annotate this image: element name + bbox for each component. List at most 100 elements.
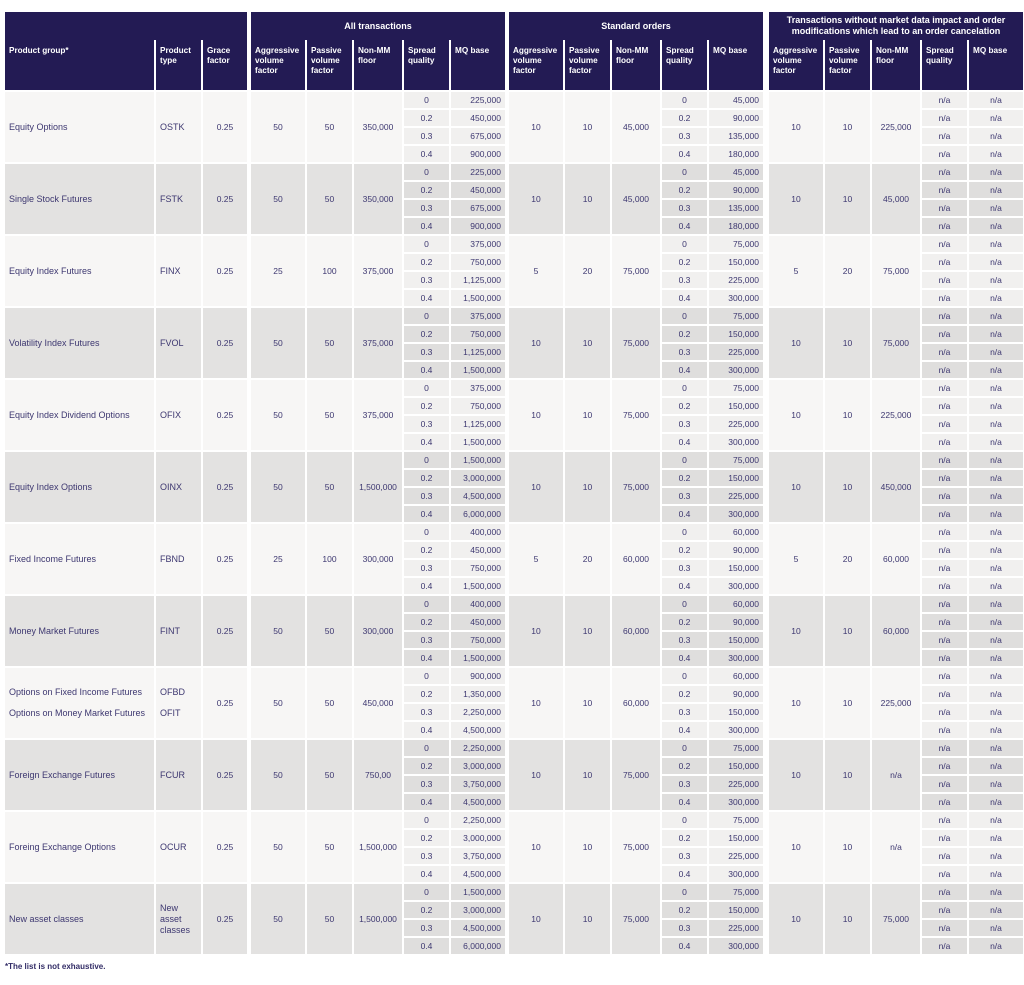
spread-quality-cell: 0 (404, 308, 449, 324)
mq-base-cell: 75,000 (709, 380, 763, 396)
grace-factor-cell: 0.25 (203, 308, 247, 378)
aggressive-volume-cell: 50 (251, 452, 307, 522)
product-group-label: Money Market Futures (9, 625, 100, 636)
mq-base-cell: 150,000 (709, 326, 763, 342)
header-block-all-transactions: All transactions Aggressive volume facto… (251, 12, 505, 90)
mq-base-cell: 150,000 (709, 704, 763, 720)
non-mm-floor-cell: 300,000 (354, 524, 404, 594)
section-standard-orders: 10 10 45,000 0 0.2 0.3 0.4 45,000 90,000 135,000 1… (509, 164, 763, 234)
spread-quality-cell: 0.2 (404, 614, 449, 630)
mq-base-column: 75,000 150,000 225,000 300,000 (709, 740, 763, 810)
passive-volume-cell: 20 (825, 524, 872, 594)
aggressive-volume-cell: 5 (769, 524, 825, 594)
spread-quality-column: n/a n/a n/a n/a (922, 740, 969, 810)
spread-quality-cell: 0.2 (662, 398, 707, 414)
passive-volume-cell: 10 (825, 740, 872, 810)
spread-quality-column: 0 0.2 0.3 0.4 (404, 380, 451, 450)
spread-quality-cell: n/a (922, 596, 967, 612)
spread-quality-column: 0 0.2 0.3 0.4 (404, 308, 451, 378)
spread-quality-column: n/a n/a n/a n/a (922, 308, 969, 378)
header-section-columns: Aggressive volume factor Passive volume … (251, 40, 505, 90)
mq-base-column: n/a n/a n/a n/a (969, 380, 1023, 450)
spread-quality-cell: 0 (404, 92, 449, 108)
aggressive-volume-cell: 5 (509, 524, 565, 594)
spread-quality-cell: n/a (922, 110, 967, 126)
spread-quality-cell: 0.4 (404, 866, 449, 882)
mq-base-column: n/a n/a n/a n/a (969, 452, 1023, 522)
mq-base-cell: n/a (969, 146, 1023, 162)
mq-base-cell: 180,000 (709, 146, 763, 162)
mq-base-cell: 225,000 (451, 92, 505, 108)
spread-quality-cell: n/a (922, 236, 967, 252)
mq-base-cell: 3,000,000 (451, 470, 505, 486)
mq-base-cell: 6,000,000 (451, 938, 505, 954)
product-group-cell: Equity Index Futures (5, 236, 156, 306)
aggressive-volume-cell: 10 (769, 164, 825, 234)
spread-quality-cell: n/a (922, 740, 967, 756)
mq-base-cell: n/a (969, 380, 1023, 396)
mq-base-cell: n/a (969, 704, 1023, 720)
mq-base-cell: 60,000 (709, 524, 763, 540)
mq-base-cell: n/a (969, 344, 1023, 360)
header-block-no-market-impact: Transactions without market data impact … (769, 12, 1023, 90)
product-type-cell: FINX (156, 236, 203, 306)
grace-factor-cell: 0.25 (203, 812, 247, 882)
mq-base-cell: 300,000 (709, 722, 763, 738)
aggressive-volume-cell: 10 (769, 380, 825, 450)
aggressive-volume-cell: 50 (251, 812, 307, 882)
grace-factor-cell: 0.25 (203, 92, 247, 162)
non-mm-floor-cell: 75,000 (612, 308, 662, 378)
passive-volume-cell: 10 (565, 596, 612, 666)
product-group-cell: Money Market Futures (5, 596, 156, 666)
grace-factor-cell: 0.25 (203, 452, 247, 522)
product-type-cell: OFIX (156, 380, 203, 450)
mq-base-cell: n/a (969, 596, 1023, 612)
aggressive-volume-cell: 10 (769, 812, 825, 882)
mq-base-cell: 900,000 (451, 146, 505, 162)
spread-quality-cell: 0.2 (404, 398, 449, 414)
spread-quality-column: 0 0.2 0.3 0.4 (662, 740, 709, 810)
mq-base-cell: 300,000 (709, 938, 763, 954)
table-row: Foreing Exchange Options OCUR 0.25 50 50 1,50… (5, 812, 1023, 882)
grace-factor-cell: 0.25 (203, 164, 247, 234)
section-no-market-impact: 10 10 225,000 n/a n/a n/a n/a n/a n/a n/a n/a (769, 92, 1023, 162)
spread-quality-cell: 0 (662, 524, 707, 540)
aggressive-volume-cell: 10 (769, 596, 825, 666)
table-row: Equity Options OSTK 0.25 50 50 350,000 0 0.2 0.3… (5, 92, 1023, 162)
non-mm-floor-cell: 45,000 (612, 164, 662, 234)
spread-quality-cell: n/a (922, 542, 967, 558)
mq-base-column: 45,000 90,000 135,000 180,000 (709, 164, 763, 234)
spread-quality-cell: n/a (922, 398, 967, 414)
passive-volume-cell: 50 (307, 884, 354, 954)
spread-quality-column: n/a n/a n/a n/a (922, 884, 969, 954)
spread-quality-column: 0 0.2 0.3 0.4 (662, 524, 709, 594)
spread-quality-cell: 0 (404, 812, 449, 828)
mq-base-cell: n/a (969, 884, 1023, 900)
spread-quality-column: n/a n/a n/a n/a (922, 452, 969, 522)
mq-base-cell: 900,000 (451, 668, 505, 684)
spread-quality-cell: 0.4 (662, 794, 707, 810)
spread-quality-column: 0 0.2 0.3 0.4 (662, 164, 709, 234)
mq-base-column: n/a n/a n/a n/a (969, 92, 1023, 162)
aggressive-volume-cell: 25 (251, 236, 307, 306)
spread-quality-cell: n/a (922, 830, 967, 846)
mq-base-cell: n/a (969, 416, 1023, 432)
passive-volume-cell: 10 (825, 452, 872, 522)
mq-base-cell: 150,000 (709, 254, 763, 270)
mq-base-cell: 90,000 (709, 542, 763, 558)
table-row: Equity Index Options OINX 0.25 50 50 1,500,00… (5, 452, 1023, 522)
spread-quality-cell: 0.4 (404, 938, 449, 954)
spread-quality-cell: 0 (404, 596, 449, 612)
mq-base-cell: 375,000 (451, 236, 505, 252)
section-standard-orders: 10 10 60,000 0 0.2 0.3 0.4 60,000 90,000 150,000 3… (509, 668, 763, 738)
passive-volume-cell: 20 (825, 236, 872, 306)
mq-base-cell: 75,000 (709, 236, 763, 252)
product-group-cell: Options on Fixed Income Futures Options o… (5, 668, 156, 738)
mq-base-cell: 3,750,000 (451, 776, 505, 792)
spread-quality-cell: 0 (404, 452, 449, 468)
mq-base-cell: 225,000 (709, 776, 763, 792)
mq-base-cell: n/a (969, 182, 1023, 198)
product-group-cell: Fixed Income Futures (5, 524, 156, 594)
passive-volume-cell: 10 (825, 164, 872, 234)
mq-base-cell: n/a (969, 218, 1023, 234)
